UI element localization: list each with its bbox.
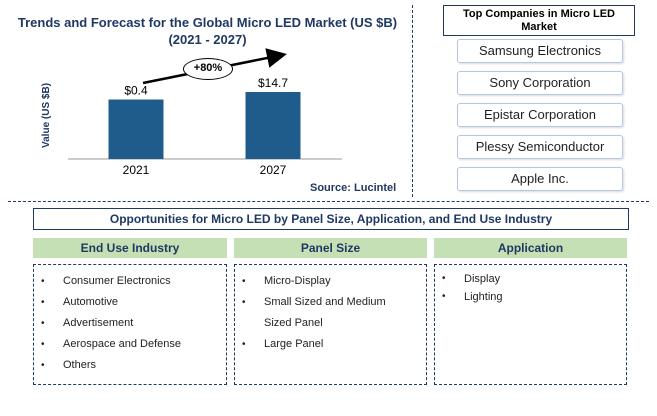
companies-title: Top Companies in Micro LED Market bbox=[443, 5, 635, 36]
list-item: • Aerospace and Defense bbox=[34, 334, 226, 355]
bar-2021 bbox=[108, 99, 164, 159]
list-item: • Display bbox=[435, 270, 626, 288]
list-item: • Advertisement bbox=[34, 313, 226, 334]
list-item: • Large Panel bbox=[235, 334, 426, 355]
bullet-icon: • bbox=[41, 297, 45, 308]
bullet-icon: • bbox=[41, 339, 45, 350]
chart-title: Trends and Forecast for the Global Micro… bbox=[17, 15, 398, 47]
vertical-divider bbox=[412, 5, 413, 197]
y-axis-label: Value (US $B) bbox=[41, 82, 52, 148]
x-tick-label-2021: 2021 bbox=[123, 163, 150, 177]
panel-size-list-box: • Micro-Display • Small Sized and Medium S… bbox=[234, 264, 427, 385]
list-item-continuation: Sized Panel bbox=[264, 317, 323, 329]
list-item: • Others bbox=[34, 355, 226, 376]
source-label: Source: Lucintel bbox=[310, 182, 397, 194]
list-item: • Automotive bbox=[34, 292, 226, 313]
company-item: Sony Corporation bbox=[457, 71, 623, 95]
growth-badge: +80% bbox=[183, 58, 233, 80]
bullet-icon: • bbox=[242, 276, 246, 287]
company-item: Plessy Semiconductor bbox=[457, 135, 623, 159]
opportunities-title: Opportunities for Micro LED by Panel Siz… bbox=[33, 208, 629, 230]
list-item: • Lighting bbox=[435, 288, 626, 306]
bar-2027 bbox=[245, 92, 301, 159]
company-item: Samsung Electronics bbox=[457, 39, 623, 63]
horizontal-divider bbox=[8, 201, 649, 202]
end-use-list-box: • Consumer Electronics • Automotive • Adver… bbox=[33, 264, 227, 385]
list-item: • Small Sized and Medium bbox=[235, 292, 426, 313]
bullet-icon: • bbox=[442, 291, 446, 302]
bullet-icon: • bbox=[41, 360, 45, 371]
column-header-application: Application bbox=[434, 238, 627, 258]
application-list-box: • Display • Lighting bbox=[434, 264, 627, 385]
list-item: • Consumer Electronics bbox=[34, 271, 226, 292]
data-label-2021: $0.4 bbox=[124, 84, 148, 98]
bullet-icon: • bbox=[242, 339, 246, 350]
bullet-icon: • bbox=[442, 273, 446, 284]
company-item: Apple Inc. bbox=[457, 167, 623, 191]
list-item: • Micro-Display bbox=[235, 271, 426, 292]
bullet-icon: • bbox=[41, 276, 45, 287]
data-label-2027: $14.7 bbox=[258, 76, 288, 90]
column-header-panel-size: Panel Size bbox=[234, 238, 427, 258]
x-tick-label-2027: 2027 bbox=[260, 163, 287, 177]
bullet-icon: • bbox=[242, 297, 246, 308]
column-header-end-use: End Use Industry bbox=[33, 238, 227, 258]
company-item: Epistar Corporation bbox=[457, 103, 623, 127]
bar-chart: $0.4 2021 $14.7 2027 bbox=[68, 48, 342, 177]
bullet-icon: • bbox=[41, 318, 45, 329]
